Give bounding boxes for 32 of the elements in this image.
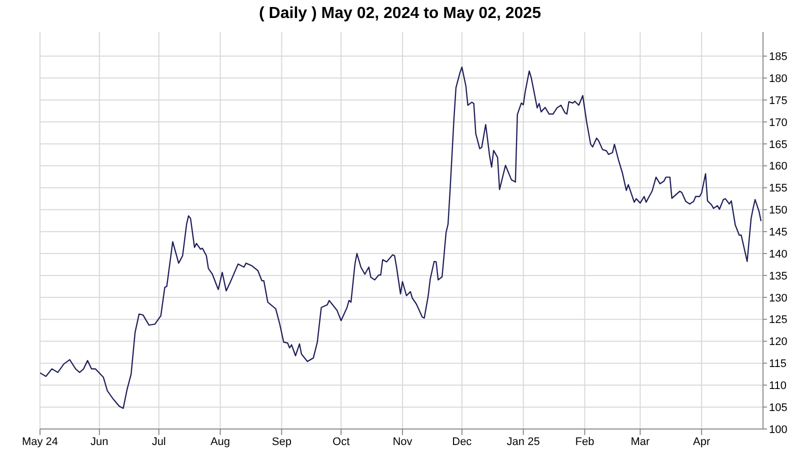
y-tick-label: 160 bbox=[769, 160, 788, 173]
y-tick-label: 135 bbox=[769, 270, 788, 282]
y-tick-label: 125 bbox=[769, 314, 788, 326]
y-tick-label: 155 bbox=[769, 182, 788, 195]
x-tick-label: Dec bbox=[452, 436, 472, 448]
x-tick-label: Aug bbox=[210, 436, 230, 448]
y-tick-label: 130 bbox=[769, 292, 788, 304]
y-tick-label: 165 bbox=[769, 138, 788, 151]
x-tick-label: Apr bbox=[693, 436, 710, 448]
y-tick-label: 150 bbox=[769, 204, 788, 217]
x-tick-label: Oct bbox=[332, 436, 350, 448]
x-tick-label: Jun bbox=[90, 436, 108, 448]
x-tick-label: Jan 25 bbox=[506, 436, 540, 448]
x-tick-label: Nov bbox=[392, 436, 413, 448]
chart-title: ( Daily ) May 02, 2024 to May 02, 2025 bbox=[258, 4, 542, 24]
x-tick-label: Jul bbox=[152, 436, 166, 448]
x-tick-label: Feb bbox=[575, 436, 594, 448]
y-tick-label: 185 bbox=[769, 51, 788, 64]
y-tick-label: 175 bbox=[769, 94, 788, 107]
y-tick-label: 105 bbox=[769, 402, 788, 414]
y-tick-label: 145 bbox=[769, 226, 788, 238]
line-series bbox=[40, 66, 762, 409]
x-tick-label: Mar bbox=[630, 436, 650, 448]
y-tick-label: 120 bbox=[769, 336, 788, 348]
y-tick-label: 100 bbox=[769, 424, 788, 436]
x-tick-label: Sep bbox=[272, 436, 292, 448]
y-tick-label: 180 bbox=[769, 72, 788, 85]
y-tick-label: 140 bbox=[769, 248, 788, 260]
y-tick-label: 110 bbox=[769, 380, 787, 392]
x-tick-label: May 24 bbox=[22, 436, 58, 448]
y-tick-label: 170 bbox=[769, 116, 788, 129]
y-tick-label: 115 bbox=[769, 358, 787, 370]
